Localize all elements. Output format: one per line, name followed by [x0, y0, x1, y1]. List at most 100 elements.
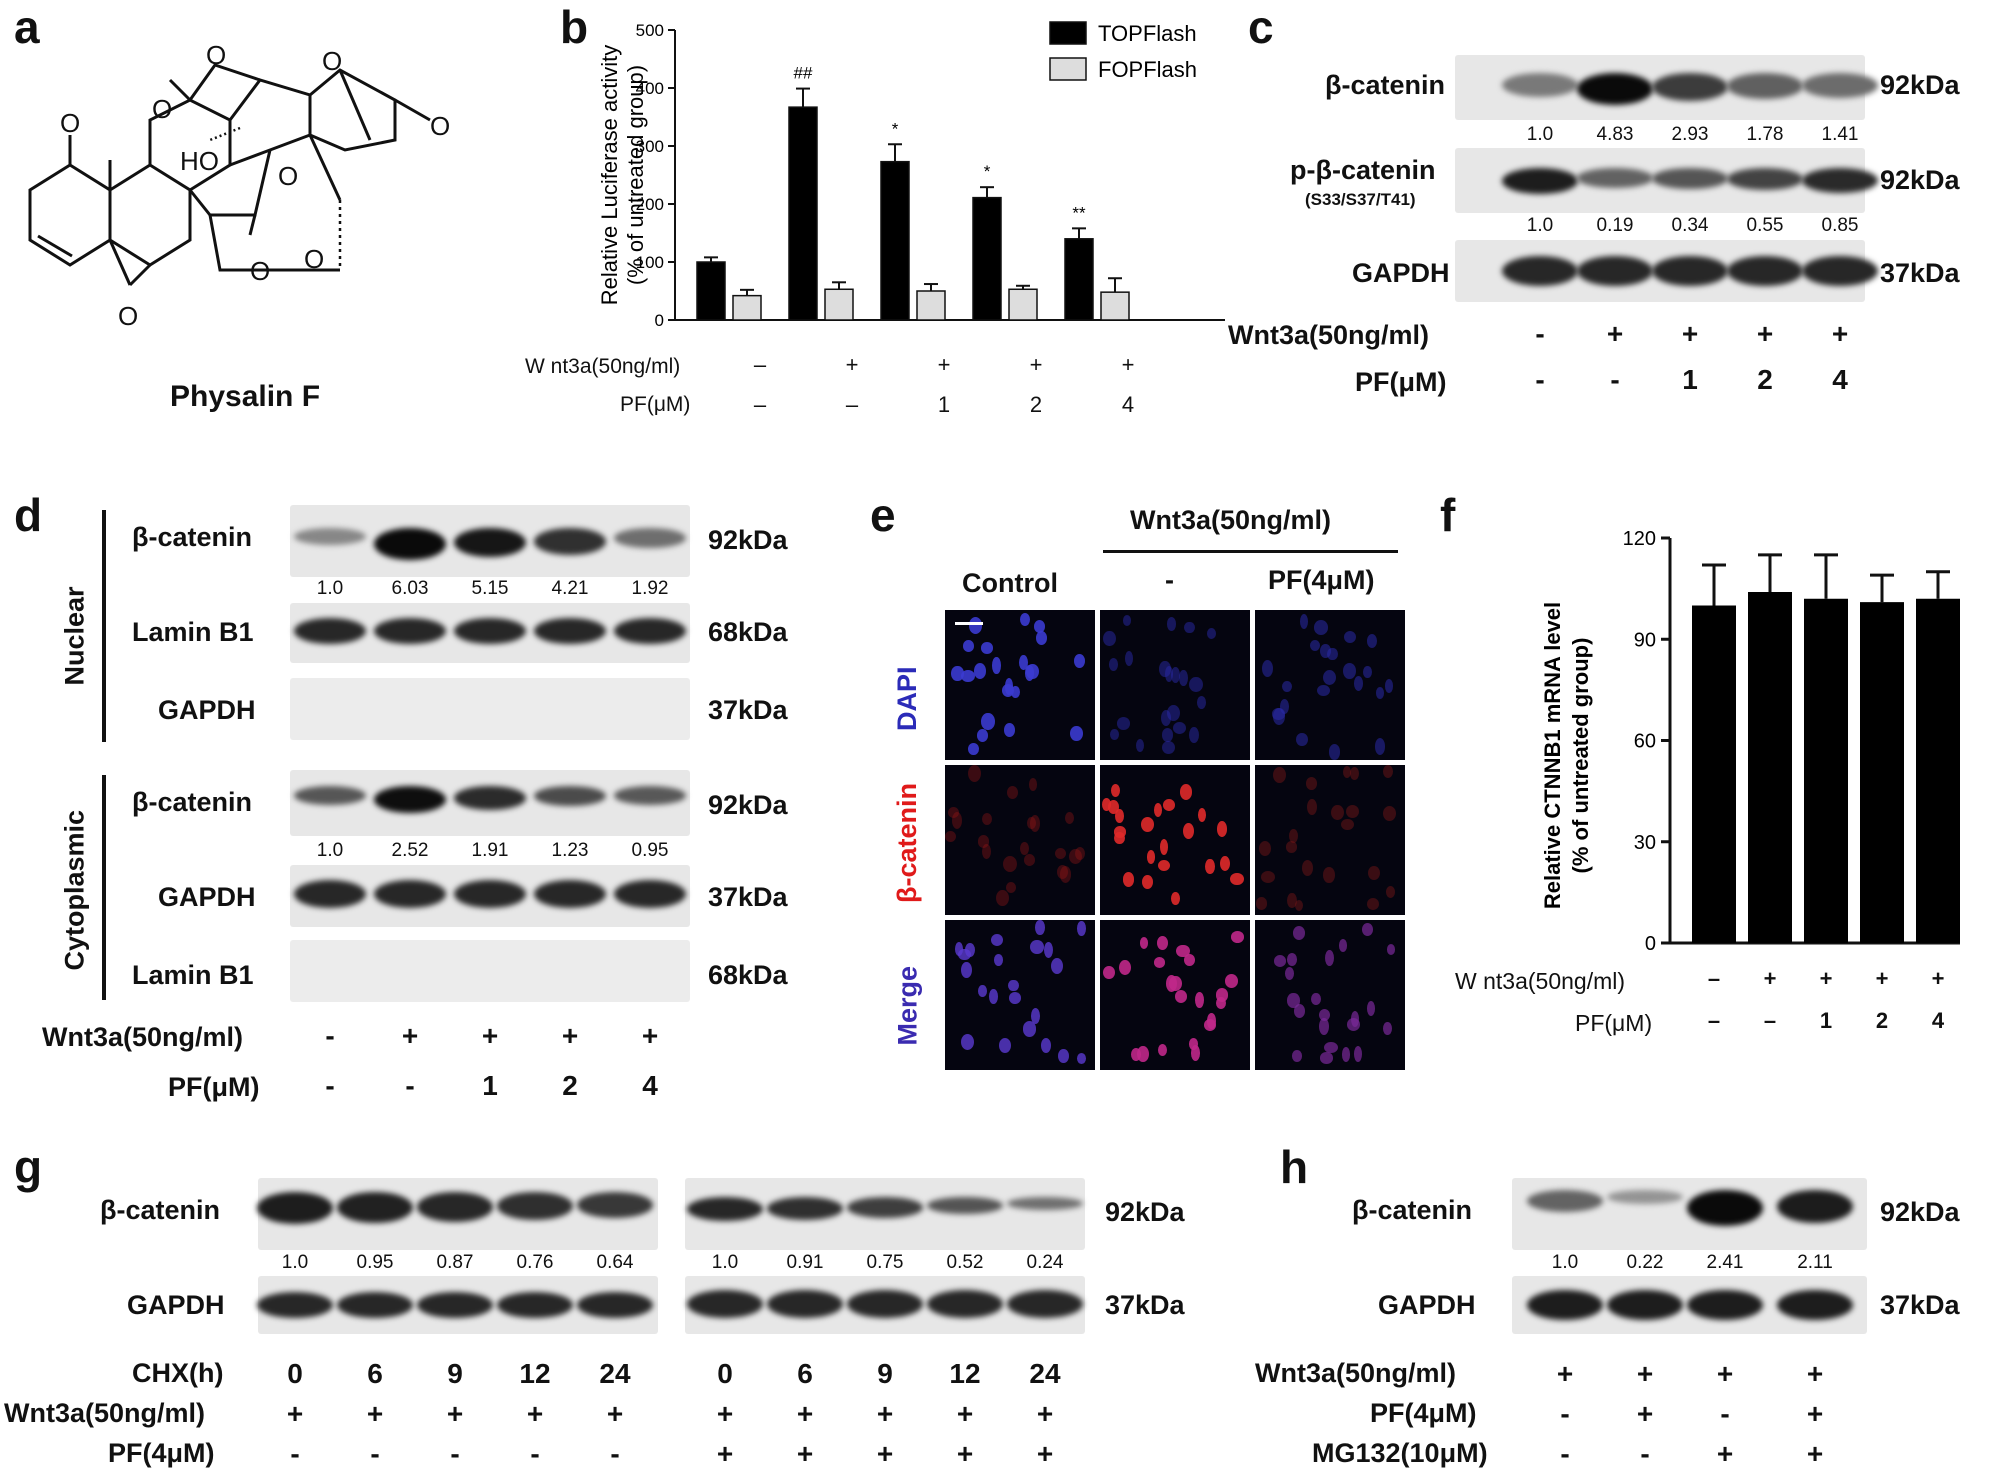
- f-ytick-label: 120: [1623, 528, 1656, 550]
- c-row1-symbol: -: [1535, 318, 1545, 349]
- b-ylabel-line: (% of untreated group): [623, 65, 648, 285]
- g-band-left-gapdh: [257, 1292, 333, 1318]
- e-cell-nucleus: [1179, 669, 1188, 687]
- e-cell-nucleus: [1287, 893, 1297, 909]
- g-band-right-beta: [927, 1197, 1003, 1215]
- h-quant-value: 1.0: [1551, 1252, 1579, 1273]
- c-quant2-value: 0.34: [1671, 215, 1709, 236]
- b-row2-label: PF(μM): [620, 393, 691, 416]
- e-cell-nucleus: [968, 616, 983, 634]
- c-row-p-beta-catenin: p-β-catenin: [1290, 155, 1436, 185]
- f-bar: [1860, 602, 1904, 943]
- g-wnt-left: +: [526, 1398, 544, 1429]
- e-cell-nucleus: [1343, 662, 1356, 679]
- f-row2-symbol: 2: [1875, 1008, 1889, 1033]
- physalin-f-structure: O O O O HO O O O O O: [28, 40, 450, 331]
- e-cell-nucleus: [1054, 847, 1067, 860]
- e-cell-nucleus: [1160, 709, 1171, 727]
- e-tile: [945, 765, 1095, 915]
- g-pf-right: +: [1036, 1438, 1054, 1469]
- atom-o-lactone1: O: [206, 40, 226, 70]
- d-kda-3: 37kDa: [708, 695, 788, 725]
- g-band-right-beta: [687, 1197, 763, 1221]
- c-row1-symbol: +: [1681, 318, 1699, 349]
- e-cell-nucleus: [1386, 943, 1396, 956]
- chart-b-treatment-rows: W nt3a(50ng/ml) PF(μM): [525, 355, 1145, 435]
- c-row2-symbol: -: [1610, 364, 1620, 395]
- c-band-gapdh: [1727, 256, 1803, 286]
- g-band-left-beta: [417, 1192, 493, 1222]
- d-band-nuc-lamin: [534, 618, 606, 644]
- e-cell-nucleus: [1142, 875, 1153, 890]
- d-pf-label: PF(μM): [168, 1072, 260, 1102]
- e-cell-nucleus: [1108, 658, 1119, 671]
- g-band-right-beta: [1007, 1197, 1083, 1211]
- e-cell-nucleus: [1215, 988, 1229, 1002]
- c-kda-3: 37kDa: [1880, 258, 1960, 288]
- e-cell-nucleus: [1195, 992, 1204, 1009]
- d-band-cyto-gapdh: [454, 880, 526, 908]
- atom-o-ketone: O: [152, 94, 172, 124]
- e-cell-nucleus: [1076, 1052, 1087, 1065]
- c-row-p-site: (S33/S37/T41): [1305, 190, 1416, 209]
- e-cell-nucleus: [1363, 665, 1372, 678]
- e-cell-nucleus: [1366, 897, 1380, 911]
- d-band-cyto-gapdh: [614, 880, 686, 908]
- c-quant2-value: 0.19: [1596, 215, 1634, 236]
- e-cell-nucleus: [947, 806, 960, 819]
- e-cell-nucleus: [1125, 651, 1134, 666]
- d-band-cyto-beta: [614, 786, 686, 805]
- e-cell-nucleus: [1156, 935, 1169, 951]
- g-wnt-right: +: [956, 1398, 974, 1429]
- c-kda-1: 92kDa: [1880, 70, 1960, 100]
- e-cell-nucleus: [1161, 727, 1174, 742]
- b-bar-topflash: [880, 160, 910, 321]
- d-quant-nuc-value: 1.0: [316, 578, 344, 599]
- b-bar-fopflash: [824, 288, 854, 321]
- g-band-left-beta: [337, 1192, 413, 1224]
- g-chx-right: 6: [797, 1358, 813, 1389]
- b-significance: ##: [794, 64, 813, 83]
- e-cell-nucleus: [1118, 960, 1131, 976]
- e-cell-nucleus: [982, 812, 993, 825]
- e-cell-nucleus: [1137, 1045, 1149, 1063]
- e-cell-nucleus: [1035, 920, 1045, 936]
- e-cell-nucleus: [1294, 899, 1303, 911]
- panel-f-label: f: [1440, 489, 1456, 541]
- e-cell-nucleus: [1157, 1044, 1167, 1057]
- e-cell-nucleus: [996, 889, 1009, 907]
- e-cell-nucleus: [1255, 897, 1268, 910]
- e-cell-nucleus: [1024, 854, 1036, 866]
- e-col-control: Control: [962, 568, 1058, 598]
- d-row2-symbol: 4: [642, 1070, 658, 1101]
- f-bar: [1692, 605, 1736, 943]
- e-cell-nucleus: [1165, 975, 1177, 992]
- g-quant-left-value: 0.64: [596, 1252, 634, 1273]
- e-cell-nucleus: [974, 663, 987, 679]
- d-nuc-row3: GAPDH: [158, 695, 256, 725]
- d-nuclear-bracket: [102, 510, 106, 742]
- c-quant1-value: 4.83: [1596, 124, 1634, 145]
- c-row2-symbol: 1: [1682, 364, 1698, 395]
- e-cell-nucleus: [990, 934, 1003, 947]
- e-cell-nucleus: [1114, 832, 1125, 845]
- b-ytick-label: 200: [636, 195, 664, 214]
- c-band-gapdh: [1577, 256, 1653, 286]
- e-cell-nucleus: [1026, 664, 1039, 680]
- e-cell-nucleus: [961, 961, 972, 979]
- e-cell-nucleus: [1028, 778, 1038, 792]
- e-cell-nucleus: [1003, 855, 1018, 872]
- c-quant2-value: 0.55: [1746, 215, 1784, 236]
- panel-h-label: h: [1280, 1141, 1309, 1193]
- e-cell-nucleus: [1136, 739, 1145, 753]
- g-quant-left-value: 0.95: [356, 1252, 394, 1273]
- f-ylabel-line: (% of untreated group): [1568, 638, 1593, 874]
- e-cell-nucleus: [1189, 677, 1203, 693]
- c-quant2-value: 1.0: [1526, 215, 1554, 236]
- d-band-nuc-beta: [294, 528, 366, 545]
- atom-o-lactone2: O: [322, 46, 342, 76]
- e-cell-nucleus: [1139, 936, 1149, 949]
- h-band-beta: [1607, 1190, 1683, 1205]
- e-cell-nucleus: [967, 765, 981, 783]
- g-wnt-left: +: [446, 1398, 464, 1429]
